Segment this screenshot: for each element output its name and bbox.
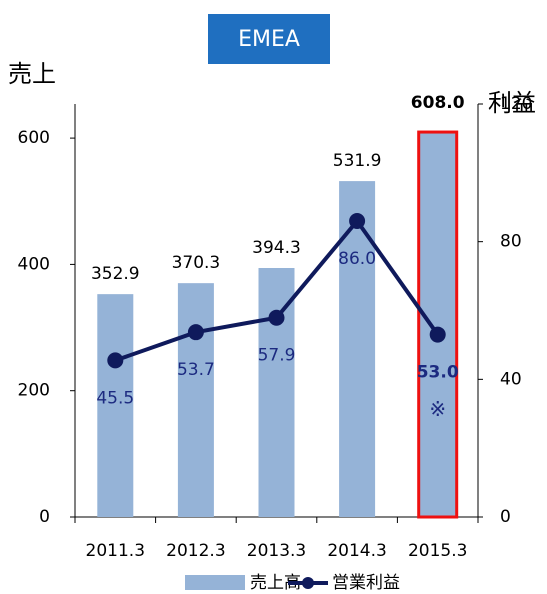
bar — [97, 294, 134, 517]
bar — [177, 283, 214, 517]
bar-value-label: 531.9 — [333, 151, 382, 171]
y-axis-label: 売上 — [8, 60, 56, 88]
x-tick-label: 2014.3 — [327, 541, 386, 561]
y-tick-label: 600 — [18, 128, 50, 148]
bar-value-label: 394.3 — [252, 238, 301, 258]
line-value-label: 57.9 — [258, 346, 296, 366]
x-tick-label: 2015.3 — [408, 541, 467, 561]
y2-axis-label: 利益 — [488, 89, 536, 117]
annotation: ※ — [429, 397, 446, 421]
profit-marker — [107, 352, 124, 369]
y-tick-label: 200 — [18, 381, 50, 401]
x-tick-label: 2011.3 — [86, 541, 145, 561]
line-value-label: 53.0 — [417, 363, 459, 383]
bar — [258, 268, 295, 517]
x-tick-label: 2013.3 — [247, 541, 306, 561]
legend-swatch — [302, 577, 314, 589]
bar-value-label: 352.9 — [91, 264, 140, 284]
legend-label: 営業利益 — [332, 573, 400, 593]
y2-tick-label: 80 — [500, 232, 522, 252]
profit-marker — [187, 324, 204, 341]
profit-marker — [268, 309, 285, 326]
legend-label: 売上高 — [250, 573, 301, 593]
legend-swatch — [185, 575, 245, 590]
y2-tick-label: 40 — [500, 369, 522, 389]
line-value-label: 45.5 — [96, 388, 134, 408]
x-tick-label: 2012.3 — [166, 541, 225, 561]
bar — [339, 181, 376, 517]
title-box — [208, 14, 330, 64]
profit-marker — [349, 213, 366, 230]
y2-tick-label: 0 — [500, 507, 511, 527]
y-tick-label: 400 — [18, 254, 50, 274]
highlight-box — [417, 130, 459, 519]
bar-value-label: 370.3 — [172, 253, 221, 273]
line-value-label: 86.0 — [338, 249, 376, 269]
profit-marker — [429, 326, 446, 343]
y2-tick-label: 120 — [500, 94, 532, 114]
chart-title: EMEA — [238, 27, 300, 52]
bar-value-label: 608.0 — [411, 93, 465, 113]
line-value-label: 53.7 — [177, 360, 215, 380]
bar — [419, 133, 456, 517]
y-tick-label: 0 — [39, 507, 50, 527]
